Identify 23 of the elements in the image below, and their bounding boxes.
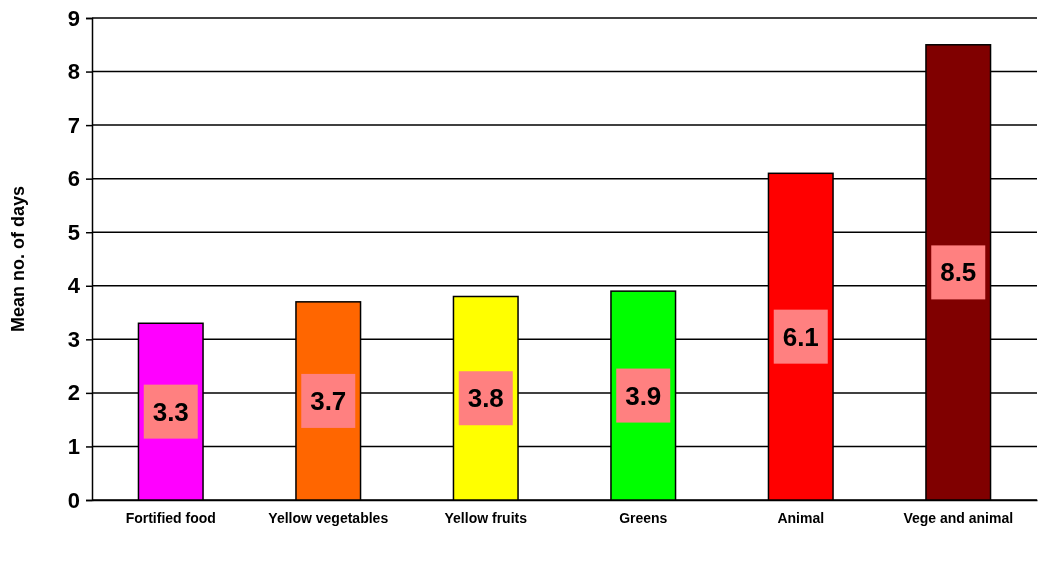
y-tick-label: 7 xyxy=(67,112,80,138)
data-label: 6.1 xyxy=(782,321,819,352)
data-label: 3.7 xyxy=(310,385,347,416)
x-tick-label: Fortified food xyxy=(125,509,216,526)
data-label: 3.3 xyxy=(152,396,189,427)
y-tick-label: 8 xyxy=(67,59,80,85)
y-tick-label: 9 xyxy=(67,5,80,31)
x-tick-label: Greens xyxy=(619,509,668,526)
x-tick-label: Vege and animal xyxy=(903,509,1014,526)
y-tick-label: 1 xyxy=(67,433,80,459)
y-tick-label: 2 xyxy=(67,380,80,406)
x-tick-label: Animal xyxy=(777,509,825,526)
y-axis-title: Mean no. of days xyxy=(8,185,28,333)
y-tick-label: 0 xyxy=(67,487,80,513)
y-tick-label: 6 xyxy=(67,166,80,192)
x-tick-label: Yellow fruits xyxy=(444,509,528,526)
data-label: 3.9 xyxy=(625,380,662,411)
y-tick-label: 5 xyxy=(67,219,80,245)
data-label: 3.8 xyxy=(467,383,504,414)
x-tick-label: Yellow vegetables xyxy=(268,509,389,526)
y-tick-label: 4 xyxy=(67,273,81,299)
y-tick-label: 3 xyxy=(67,326,80,352)
data-label: 8.5 xyxy=(940,257,977,288)
